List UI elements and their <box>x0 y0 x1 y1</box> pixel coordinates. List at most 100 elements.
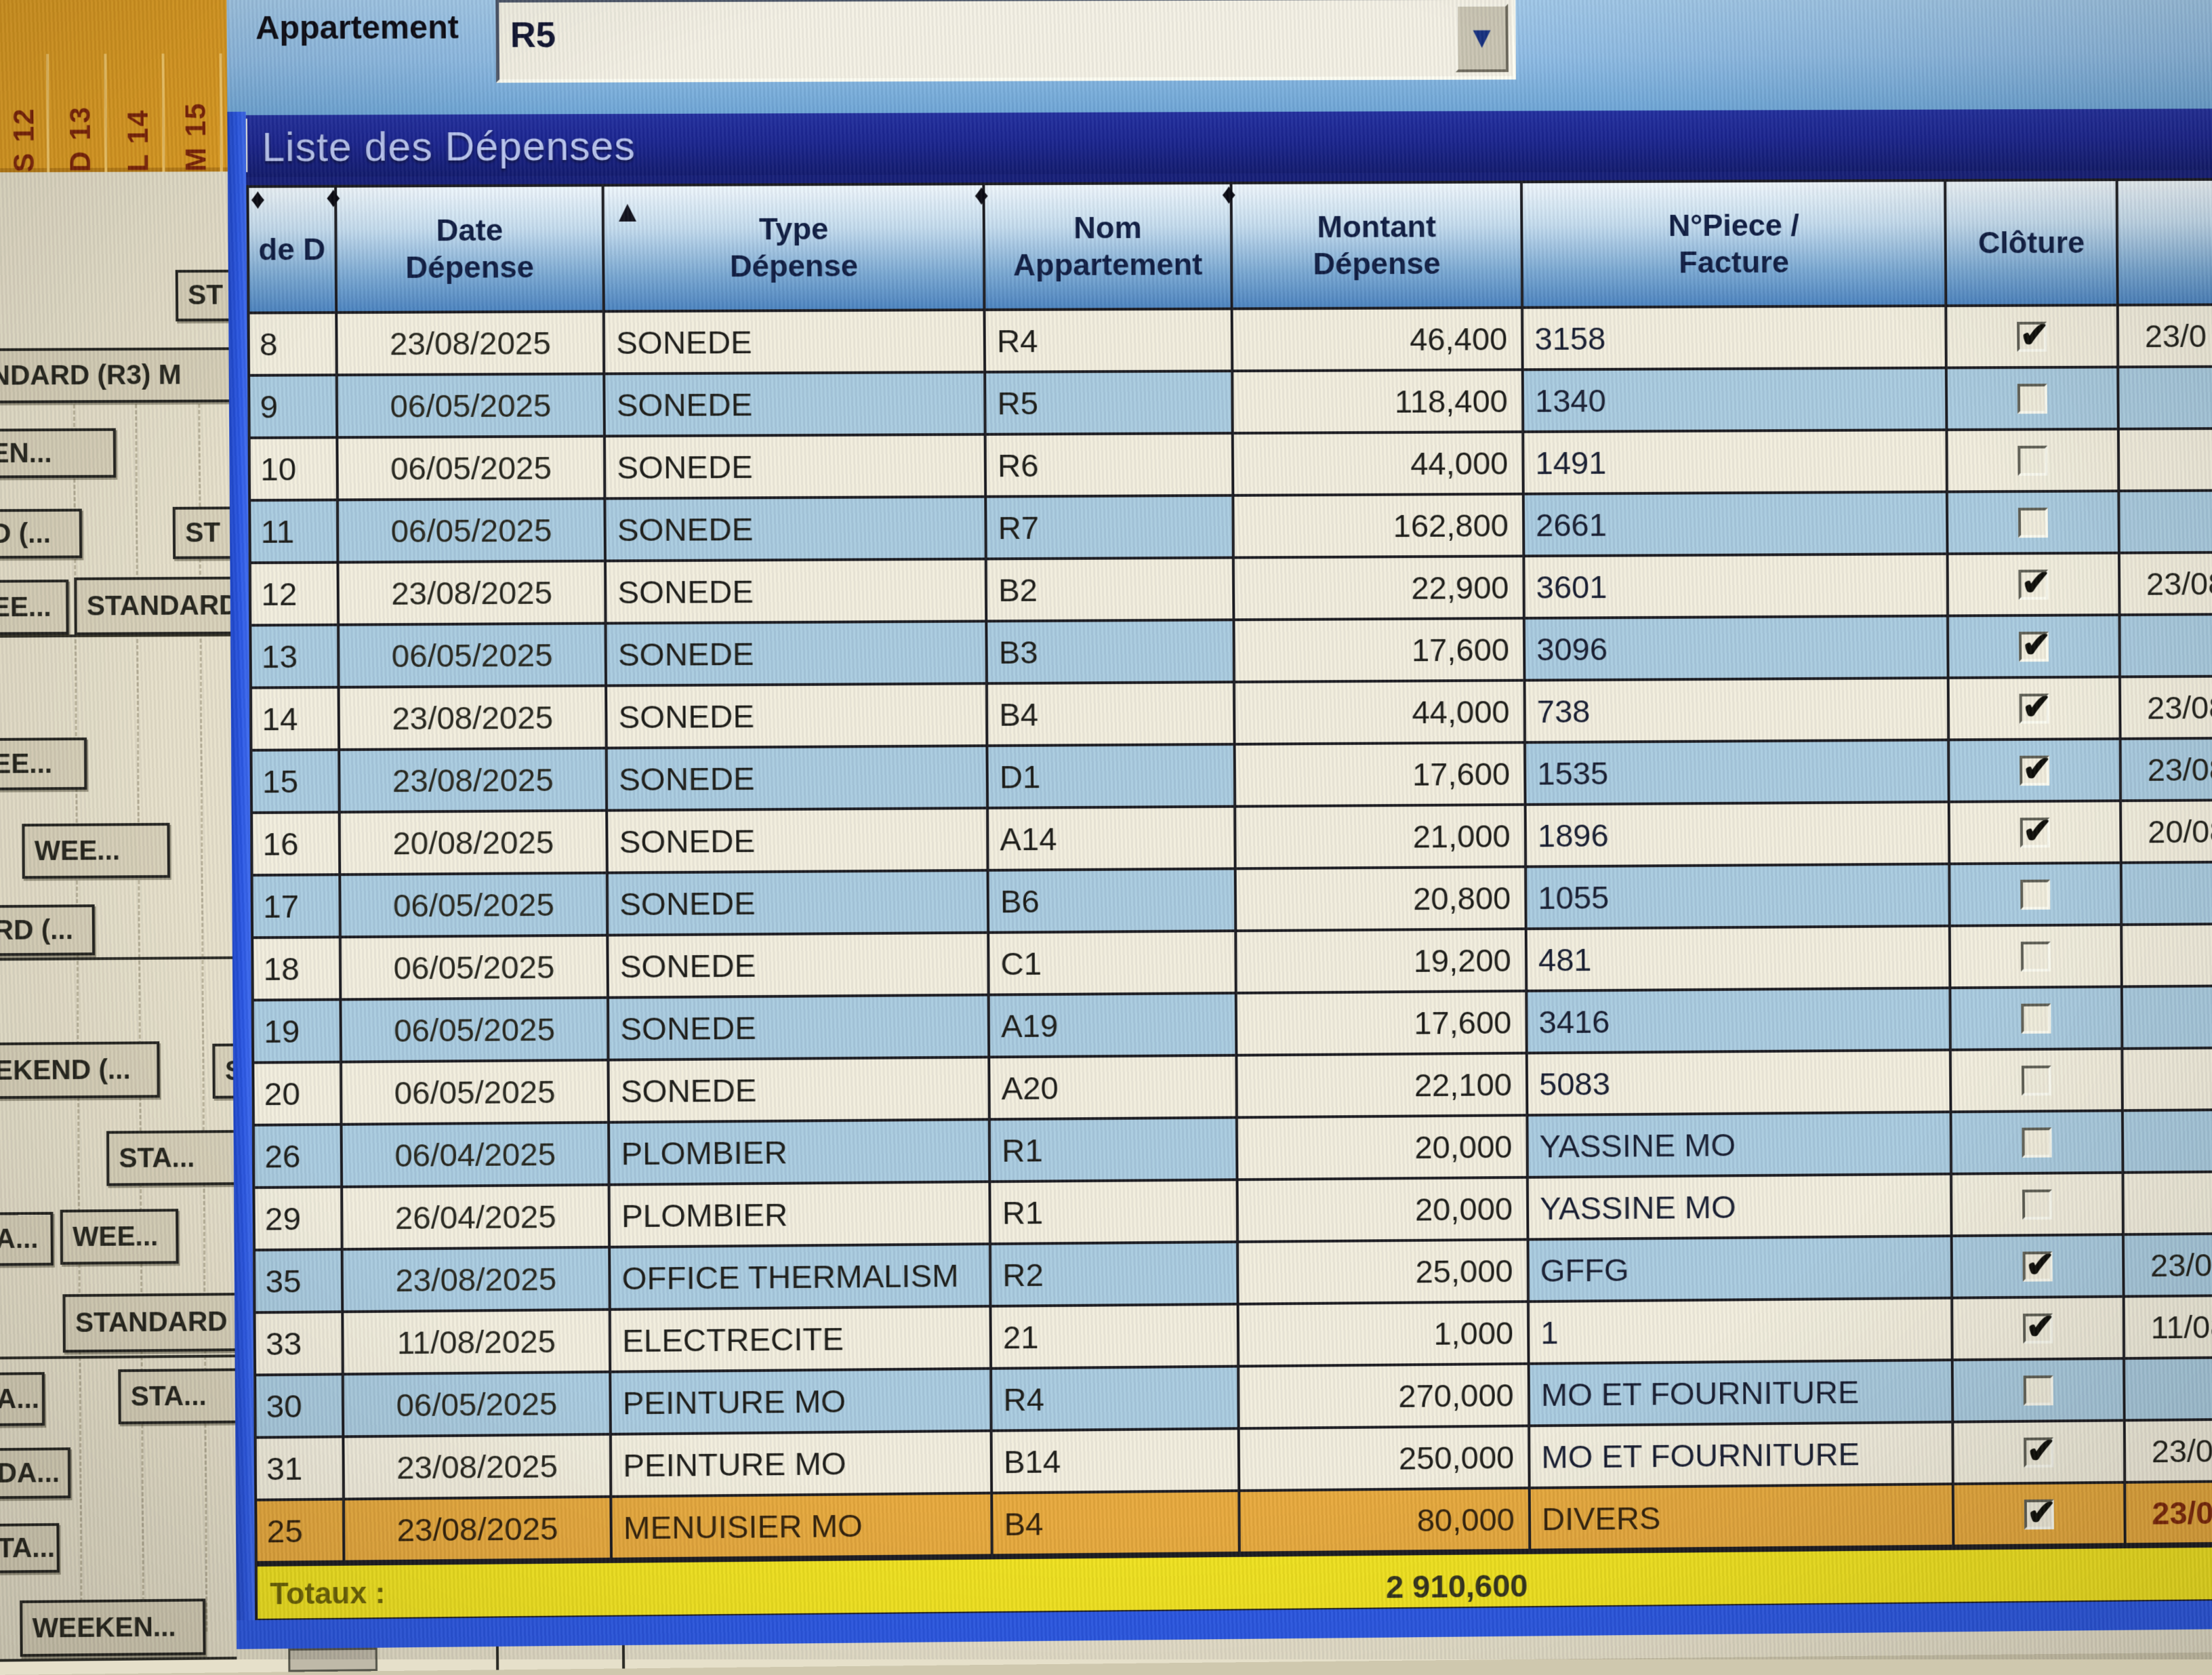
cloture-checkbox[interactable] <box>2022 1189 2053 1219</box>
cell-date-cloture <box>2124 1171 2212 1236</box>
cell-piece: 1491 <box>1524 431 1948 496</box>
cell-montant: 17,600 <box>1237 992 1528 1057</box>
cell-type: SONEDE <box>605 373 987 438</box>
cloture-checkbox[interactable] <box>2021 1003 2051 1034</box>
combo-dropdown-button[interactable]: ▼ <box>1455 3 1509 73</box>
cell-nom: B3 <box>987 621 1236 685</box>
appartement-label: Appartement <box>255 9 459 47</box>
cloture-checkbox[interactable]: ✔ <box>2019 687 2051 727</box>
cloture-checkbox[interactable]: ✔ <box>2020 749 2052 789</box>
cell-num: 15 <box>252 750 341 814</box>
column-header-label: N°Piece / Facture <box>1668 207 1799 280</box>
cloture-checkbox[interactable]: ✔ <box>2018 625 2051 665</box>
cloture-checkbox[interactable]: ✔ <box>2023 1307 2055 1347</box>
table-row[interactable]: 11 06/05/2025 SONEDE R7 162,800 2661 <box>248 491 2212 565</box>
cell-montant: 22,900 <box>1234 557 1525 622</box>
cloture-checkbox[interactable]: ✔ <box>2024 1431 2056 1471</box>
table-row[interactable]: 10 06/05/2025 SONEDE R6 44,000 1491 <box>247 429 2212 502</box>
cell-date-cloture: 23/08/2025 <box>2126 1481 2212 1546</box>
cell-type: SONEDE <box>609 996 991 1062</box>
cell-montant: 162,800 <box>1234 495 1525 559</box>
background-grid-fragment <box>621 1645 626 1669</box>
cell-nom: A20 <box>990 1056 1238 1121</box>
table-row[interactable]: 14 23/08/2025 SONEDE B4 44,000 738 ✔ 23/08/ <box>249 677 2212 752</box>
cell-piece: YASSINE MO <box>1528 1113 1953 1179</box>
cell-date: 23/08/2025 <box>337 312 606 377</box>
totals-value: 2 910,600 <box>1385 1567 1528 1605</box>
cloture-checkbox[interactable] <box>2018 445 2048 476</box>
cell-type: MENUISIER MO <box>612 1494 994 1560</box>
cloture-checkbox[interactable]: ✔ <box>2022 1245 2055 1285</box>
cell-piece: 3096 <box>1525 617 1950 682</box>
cell-date: 06/05/2025 <box>342 1061 611 1126</box>
cell-cloture: ✔ <box>1954 1483 2127 1548</box>
column-header-date2[interactable] <box>2118 177 2212 307</box>
cell-cloture <box>1948 492 2121 556</box>
cloture-checkbox[interactable] <box>2022 1127 2052 1158</box>
cell-piece: 1896 <box>1526 803 1951 868</box>
appartement-combobox[interactable]: R5 ▼ <box>495 0 1517 83</box>
cell-cloture <box>1952 1112 2125 1175</box>
column-header-nom[interactable]: ♦ Nom Appartement <box>974 178 1233 312</box>
cell-montant: 21,000 <box>1236 805 1528 870</box>
cell-cloture <box>1953 1359 2126 1424</box>
cell-date: 06/05/2025 <box>340 624 608 689</box>
filter-bar: Appartement R5 ▼ <box>226 0 2212 115</box>
column-header-cloture[interactable]: Clôture <box>1946 178 2119 308</box>
table-header-row: ♦ de D ♦ Date Dépense ▲ Type Dépense ♦ Nom Appa… <box>246 177 2212 315</box>
sort-asc-icon: ▲ <box>612 195 643 228</box>
cell-montant: 1,000 <box>1239 1303 1530 1368</box>
cell-date: 06/05/2025 <box>337 375 606 439</box>
cell-num: 10 <box>250 439 339 502</box>
cell-cloture: ✔ <box>1950 740 2123 803</box>
column-header-piece[interactable]: N°Piece / Facture <box>1522 179 1948 309</box>
cell-montant: 80,000 <box>1240 1489 1532 1554</box>
background-booking-cell: WEE... <box>60 1209 179 1265</box>
column-header-date[interactable]: ♦ Date Dépense <box>326 181 605 315</box>
sort-diamond-icon: ♦ <box>250 182 266 215</box>
cloture-checkbox[interactable] <box>2021 1065 2052 1095</box>
cloture-checkbox[interactable]: ✔ <box>2018 563 2051 603</box>
column-header-montant[interactable]: ♦ Montant Dépense <box>1221 178 1524 310</box>
table-row[interactable]: 8 23/08/2025 SONEDE R4 46,400 3158 ✔ 23/0 <box>247 305 2212 377</box>
table-row[interactable]: 13 06/05/2025 SONEDE B3 17,600 3096 ✔ <box>249 614 2212 689</box>
cell-date-cloture: 23/0 <box>2118 305 2212 369</box>
column-header-num[interactable]: ♦ de D <box>249 182 338 315</box>
dialog-title-bar: Liste des Dépenses <box>227 108 2212 178</box>
cloture-checkbox[interactable]: ✔ <box>2017 315 2049 355</box>
cell-type: PLOMBIER <box>610 1121 991 1186</box>
cell-date: 06/05/2025 <box>342 998 610 1064</box>
cell-montant: 250,000 <box>1240 1427 1531 1493</box>
check-icon: ✔ <box>2022 749 2052 789</box>
cell-date-cloture <box>2119 429 2212 493</box>
cell-piece: MO ET FOURNITURE <box>1530 1423 1954 1490</box>
check-icon: ✔ <box>2025 1245 2055 1285</box>
cell-num: 14 <box>251 688 341 752</box>
check-icon: ✔ <box>2026 1306 2055 1347</box>
table-row[interactable]: 9 06/05/2025 SONEDE R5 118,400 1340 <box>247 367 2212 439</box>
calendar-day-header: D 13 <box>63 105 97 172</box>
cell-nom: B4 <box>987 683 1236 748</box>
column-header-type[interactable]: ▲ Type Dépense <box>604 182 986 313</box>
cloture-checkbox[interactable] <box>2017 383 2047 413</box>
background-booking-cell: A... <box>0 1372 45 1426</box>
cloture-checkbox[interactable]: ✔ <box>2020 811 2052 851</box>
totals-label: Totaux : <box>270 1576 386 1611</box>
cloture-checkbox[interactable]: ✔ <box>2024 1493 2056 1533</box>
cell-montant: 118,400 <box>1233 371 1525 435</box>
cloture-checkbox[interactable] <box>2020 879 2051 910</box>
background-booking-cell: EE... <box>0 579 69 635</box>
cell-cloture: ✔ <box>1949 616 2121 679</box>
cell-date: 23/08/2025 <box>339 562 607 626</box>
table-row[interactable]: 12 23/08/2025 SONEDE B2 22,900 3601 ✔ 23/08 <box>248 552 2212 627</box>
cell-montant: 44,000 <box>1233 433 1525 497</box>
cloture-checkbox[interactable] <box>2018 507 2049 538</box>
background-fragment <box>288 1647 378 1672</box>
cell-nom: 21 <box>991 1305 1240 1370</box>
cell-date-cloture <box>2125 1357 2212 1422</box>
cloture-checkbox[interactable] <box>2020 941 2051 971</box>
cloture-checkbox[interactable] <box>2023 1375 2053 1406</box>
cell-type: SONEDE <box>607 747 989 812</box>
calendar-day-header: S 12 <box>7 107 40 173</box>
cell-num: 12 <box>251 563 340 627</box>
